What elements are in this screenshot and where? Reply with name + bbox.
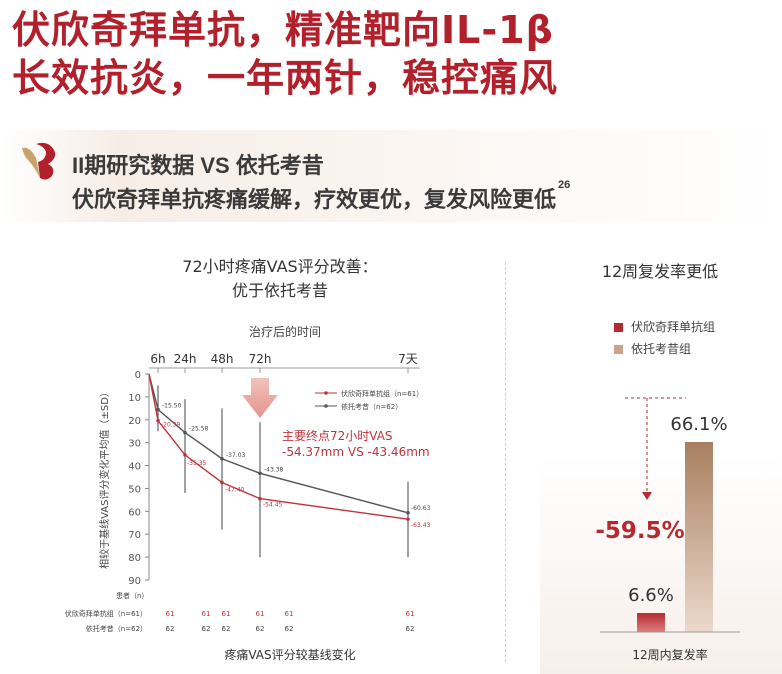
data-point (156, 418, 160, 423)
data-label: -63.43 (411, 522, 431, 529)
x-tick-label: 48h (211, 352, 234, 366)
patients-count: 61 (202, 610, 211, 618)
patients-count: 62 (406, 625, 415, 633)
bar-value-label: 6.6% (628, 585, 674, 606)
data-point (406, 517, 410, 521)
data-point (406, 510, 410, 515)
legend-swatch (614, 323, 623, 332)
patients-row-label: 伏欣奇拜单抗组（n=61） (65, 609, 147, 618)
data-label: -20.39 (161, 422, 181, 429)
brand-logo-icon (22, 142, 56, 180)
line-chart-title: 72小时疼痛VAS评分改善： 优于依托考昔 (120, 255, 440, 303)
difference-annotation: -59.5% (595, 518, 684, 544)
patients-row-label: 依托考昔（n=62） (86, 624, 147, 633)
down-arrow-icon (642, 492, 652, 500)
data-point (183, 453, 187, 457)
endpoint-arrow-icon (242, 378, 278, 418)
data-label: -25.58 (189, 426, 209, 433)
patients-count: 61 (406, 610, 415, 618)
y-tick-label: 70 (128, 530, 141, 541)
legend-label: 依托考昔（n=62） (341, 402, 402, 411)
x-tick-label: 7天 (398, 352, 418, 366)
y-tick-label: 50 (128, 484, 141, 495)
bar-panel-background (540, 455, 782, 674)
top-axis-label: 治疗后的时间 (249, 324, 321, 339)
legend-label: 伏欣奇拜单抗组 (631, 320, 716, 334)
y-tick-label: 20 (128, 416, 141, 427)
x-tick-label: 24h (174, 352, 197, 366)
line-chart-xlabel: 疼痛VAS评分较基线变化 (224, 648, 356, 662)
bar-chart-xlabel: 12周内复发率 (632, 648, 708, 662)
legend-label: 依托考昔组 (631, 342, 692, 356)
patients-count: 61 (256, 610, 265, 618)
x-tick-label: 72h (249, 352, 272, 366)
patients-count: 62 (285, 625, 294, 633)
data-label: -15.50 (162, 402, 182, 409)
endpoint-annotation-line-2: -54.37mm VS -43.46mm (282, 445, 430, 459)
patients-count: 62 (256, 625, 265, 633)
bar (685, 442, 713, 632)
patients-count: 62 (222, 625, 231, 633)
data-point (220, 480, 224, 485)
endpoint-annotation-line-1: 主要终点72小时VAS (282, 428, 393, 443)
data-label: -60.63 (411, 505, 431, 512)
legend-swatch (614, 345, 623, 354)
patients-count: 62 (166, 625, 175, 633)
y-tick-label: 90 (128, 576, 141, 587)
section-banner (0, 130, 782, 222)
y-tick-label: 60 (128, 507, 141, 518)
y-tick-label: 80 (128, 553, 141, 564)
data-point (258, 471, 262, 476)
data-label: -37.03 (226, 452, 246, 459)
patients-count: 61 (285, 610, 294, 618)
y-tick-label: 30 (128, 439, 141, 450)
data-point (220, 456, 224, 461)
line-chart-title-line-1: 72小时疼痛VAS评分改善： (182, 257, 378, 276)
y-tick-label: 10 (128, 393, 141, 404)
bar-value-label: 66.1% (670, 414, 727, 435)
legend-marker (324, 391, 328, 395)
section-subtitle: 伏欣奇拜单抗疼痛缓解，疗效更优，复发风险更低26 (72, 179, 571, 214)
reference-number: 26 (558, 179, 571, 191)
patients-count: 61 (166, 610, 175, 618)
y-tick-label: 40 (128, 462, 141, 473)
patients-count: 62 (202, 625, 211, 633)
patients-header: 患者（n） (116, 591, 148, 600)
series-line (148, 373, 409, 520)
bar-chart-title: 12周复发率更低 (601, 262, 719, 281)
patients-count: 61 (222, 610, 231, 618)
headline-line-2: 长效抗炎，一年两针，稳控痛风 (12, 56, 559, 100)
data-label: -35.35 (187, 460, 207, 467)
x-tick-label: 6h (150, 352, 165, 366)
y-tick-label: 0 (135, 370, 141, 381)
legend-item-vofaxibai: 伏欣奇拜单抗组 (614, 318, 715, 335)
data-point (258, 496, 262, 501)
legend-item-etoricoxib: 依托考昔组 (614, 340, 691, 357)
section-subtitle-text: 伏欣奇拜单抗疼痛缓解，疗效更优，复发风险更低 (72, 187, 557, 212)
y-axis-label: 相较于基线VAS评分变化平均值（±SD） (98, 387, 111, 569)
bar (637, 613, 665, 632)
data-label: -47.40 (225, 486, 245, 493)
data-label: -43.38 (264, 466, 284, 473)
line-chart-title-line-2: 优于依托考昔 (231, 281, 328, 300)
data-point (156, 407, 160, 412)
legend-marker (324, 404, 328, 408)
series-line (148, 373, 409, 514)
data-point (183, 430, 187, 435)
headline-line-1: 伏欣奇拜单抗，精准靶向IL-1β (12, 8, 554, 52)
panel-divider (505, 262, 506, 662)
legend-label: 伏欣奇拜单抗组（n=61） (341, 389, 423, 398)
section-title: II期研究数据 VS 依托考昔 (72, 153, 324, 178)
data-label: -54.45 (263, 502, 283, 509)
